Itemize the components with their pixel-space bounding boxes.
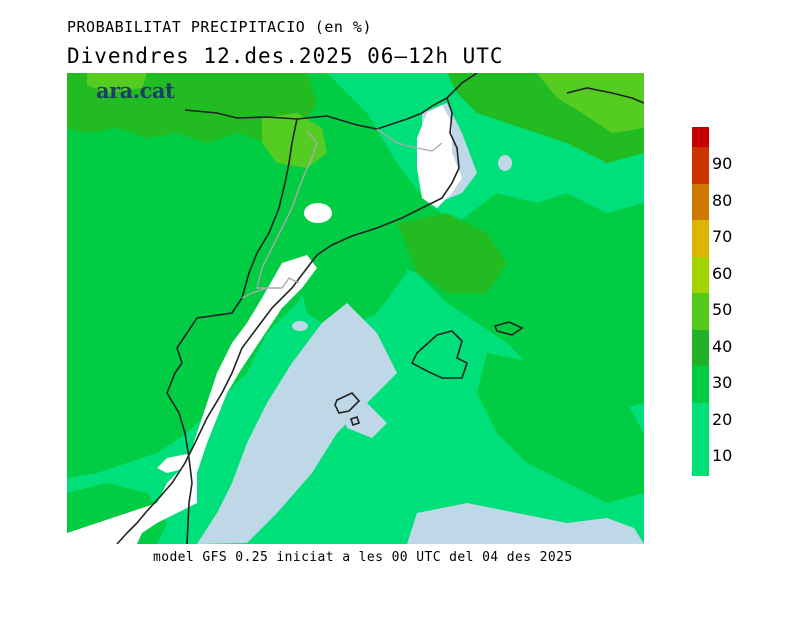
map-canvas xyxy=(67,73,644,544)
colorbar-segment xyxy=(692,293,709,330)
colorbar-segment xyxy=(692,220,709,257)
country-borders xyxy=(241,128,443,299)
colorbar-segment xyxy=(692,256,709,293)
colorbar-segment xyxy=(692,366,709,403)
colorbar-label: 40 xyxy=(712,336,733,356)
model-footer: model GFS 0.25 iniciat a les 00 UTC del … xyxy=(153,550,573,565)
colorbar-segment xyxy=(692,147,709,184)
colorbar-label: 70 xyxy=(712,227,733,246)
colorbar-label: 90 xyxy=(712,154,733,173)
colorbar-label: 10 xyxy=(712,446,733,465)
colorbar-segment xyxy=(692,439,709,476)
colorbar-label: 80 xyxy=(712,190,733,210)
precip-20-30-areas xyxy=(67,73,644,544)
ara-cat-logo: ara.cat xyxy=(96,78,175,103)
colorbar-label: 50 xyxy=(712,300,733,319)
precipitation-map xyxy=(67,73,644,544)
colorbar-segment xyxy=(692,329,709,366)
probability-colorbar xyxy=(692,127,709,476)
precip-30-40-areas xyxy=(67,73,644,293)
colorbar-segment xyxy=(692,183,709,220)
map-title: PROBABILITAT PRECIPITACIO (en %) xyxy=(67,18,372,36)
colorbar-segment xyxy=(692,127,709,147)
colorbar-label: 30 xyxy=(712,373,733,392)
precip-40-50-areas xyxy=(87,73,644,168)
coastlines xyxy=(116,73,644,544)
map-subtitle: Divendres 12.des.2025 06–12h UTC xyxy=(67,44,504,68)
colorbar-label: 60 xyxy=(712,263,733,283)
colorbar-segment xyxy=(692,402,709,439)
colorbar-label: 20 xyxy=(712,409,733,429)
